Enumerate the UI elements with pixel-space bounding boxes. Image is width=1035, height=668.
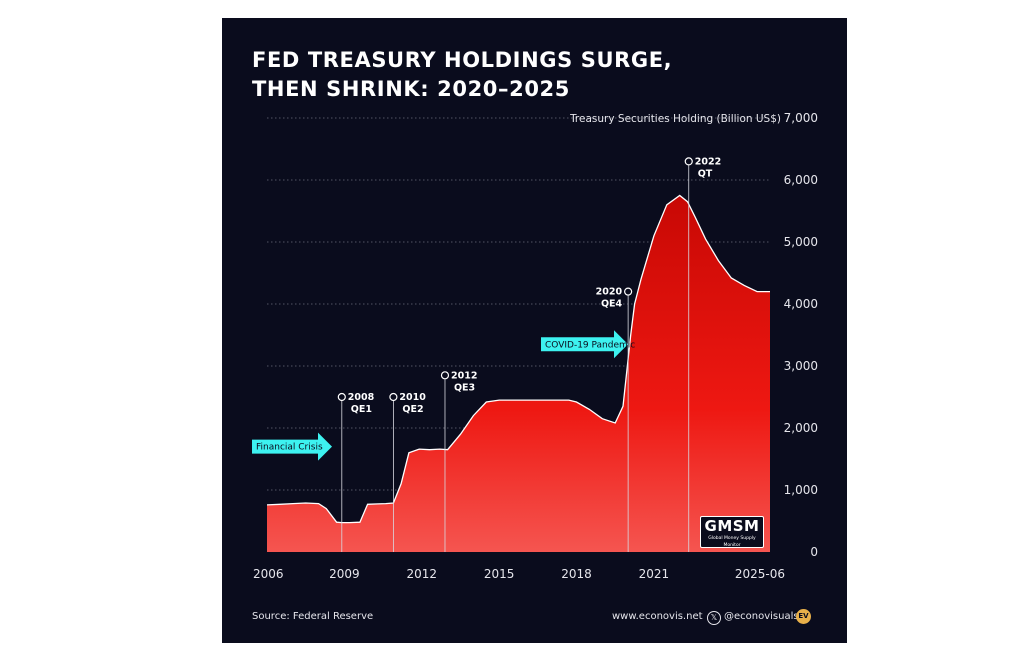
annotation-label: QE2 xyxy=(402,404,423,415)
logo-subtext: Global Money Supply Monitor xyxy=(708,536,756,548)
series-line xyxy=(266,194,770,524)
annotation-dot xyxy=(684,157,693,166)
x-tick-label: 2012 xyxy=(406,567,437,581)
chart-title: FED TREASURY HOLDINGS SURGE, THEN SHRINK… xyxy=(252,48,673,101)
x-tick-label: 2009 xyxy=(329,567,360,581)
annotation-dot xyxy=(624,287,633,296)
x-tick-label: 2015 xyxy=(484,567,515,581)
annotation-label: QE3 xyxy=(454,382,475,393)
logo-text: GMSM xyxy=(704,517,760,535)
annotation-label: QE4 xyxy=(601,299,623,310)
annotation-year: 2020 xyxy=(596,287,623,298)
annotation-label: QE1 xyxy=(351,404,372,415)
callout-arrow xyxy=(252,432,332,461)
callout-label: Financial Crisis xyxy=(256,443,323,453)
callout-label: COVID-19 Pandemic xyxy=(545,340,635,350)
series-area xyxy=(267,195,770,552)
x-logo-icon[interactable]: 𝕏 xyxy=(707,611,721,625)
callout-arrow xyxy=(541,330,628,359)
annotation-dot xyxy=(337,392,346,402)
annotation-year: 2010 xyxy=(399,392,426,403)
chart-card: FED TREASURY HOLDINGS SURGE, THEN SHRINK… xyxy=(222,18,847,643)
x-tick-label: 2021 xyxy=(639,567,670,581)
x-tick-label: 2006 xyxy=(253,567,284,581)
website-link[interactable]: www.econovis.net xyxy=(612,611,703,622)
x-tick-label: 2018 xyxy=(561,567,592,581)
x-tick-label: 2025-06 xyxy=(735,567,785,581)
annotation-year: 2008 xyxy=(348,392,375,403)
annotation-dot xyxy=(440,371,450,380)
annotation-label: QT xyxy=(698,168,713,179)
annotation-year: 2012 xyxy=(451,370,477,381)
y-tick-label: 1,000 xyxy=(784,483,818,497)
y-tick-label: 3,000 xyxy=(784,359,818,373)
gmsm-logo: GMSM Global Money Supply Monitor xyxy=(700,516,764,548)
y-tick-label: 2,000 xyxy=(784,421,818,435)
y-tick-label: 0 xyxy=(810,545,818,559)
source-text: Source: Federal Reserve xyxy=(252,611,374,622)
y-tick-label: 6,000 xyxy=(784,173,818,187)
social-handle[interactable]: @econovisuals xyxy=(724,611,799,622)
y-tick-label: 5,000 xyxy=(784,235,818,249)
annotation-year: 2022 xyxy=(695,156,721,167)
chart-svg: 2008QE12010QE22012QE32020QE42022QTFinanc… xyxy=(252,111,818,581)
y-tick-label: 7,000 xyxy=(784,111,818,125)
y-axis-label: Treasury Securities Holding (Billion US$… xyxy=(569,113,781,125)
annotation-dot xyxy=(389,392,398,402)
ev-badge-icon: EV xyxy=(796,609,811,624)
y-tick-label: 4,000 xyxy=(784,297,818,311)
